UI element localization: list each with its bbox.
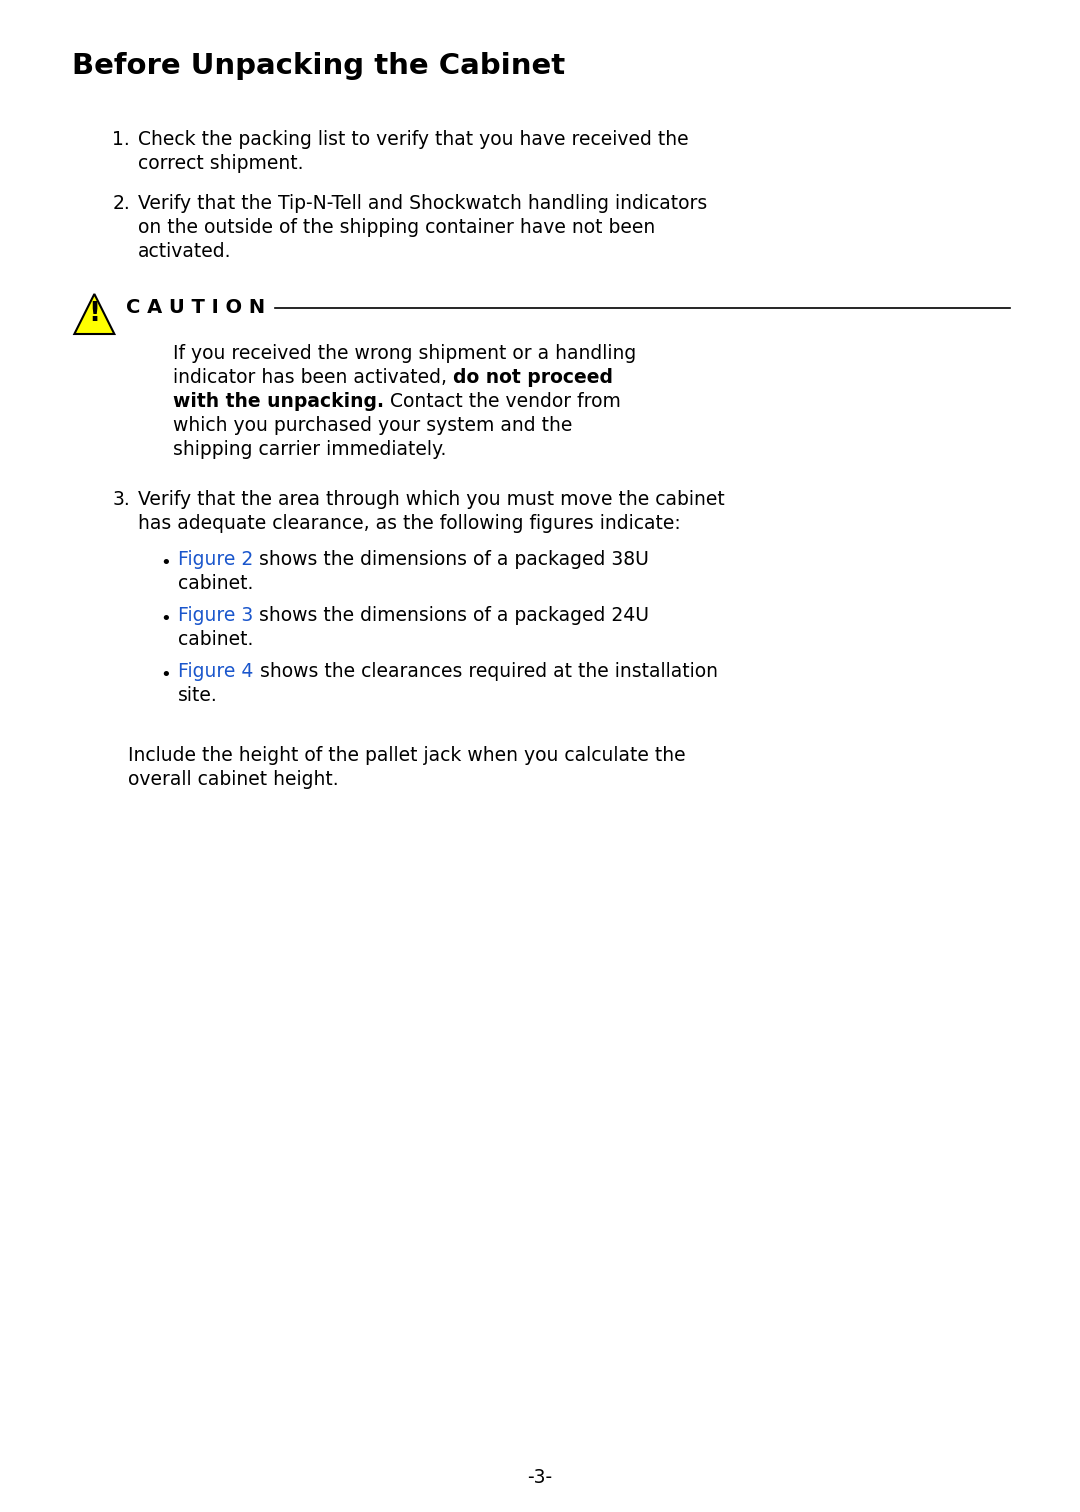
Text: with the unpacking.: with the unpacking.	[173, 392, 383, 411]
Text: 1.: 1.	[112, 130, 130, 150]
Text: Before Unpacking the Cabinet: Before Unpacking the Cabinet	[72, 51, 566, 80]
Text: shipping carrier immediately.: shipping carrier immediately.	[173, 440, 446, 460]
Polygon shape	[75, 293, 114, 334]
Text: 2.: 2.	[112, 194, 130, 213]
Text: indicator has been activated,: indicator has been activated,	[173, 367, 453, 387]
Text: shows the dimensions of a packaged 38U: shows the dimensions of a packaged 38U	[254, 550, 649, 569]
Text: overall cabinet height.: overall cabinet height.	[129, 770, 339, 789]
Text: Figure 4: Figure 4	[178, 662, 254, 680]
Text: shows the dimensions of a packaged 24U: shows the dimensions of a packaged 24U	[254, 606, 649, 624]
Text: which you purchased your system and the: which you purchased your system and the	[173, 416, 572, 435]
Text: correct shipment.: correct shipment.	[138, 154, 303, 172]
Text: cabinet.: cabinet.	[178, 575, 254, 593]
Text: !: !	[89, 301, 100, 327]
Text: cabinet.: cabinet.	[178, 631, 254, 649]
Text: If you received the wrong shipment or a handling: If you received the wrong shipment or a …	[173, 345, 636, 363]
Text: site.: site.	[178, 686, 218, 705]
Text: •: •	[160, 553, 171, 572]
Text: Figure 3: Figure 3	[178, 606, 254, 624]
Text: has adequate clearance, as the following figures indicate:: has adequate clearance, as the following…	[138, 514, 681, 534]
Text: activated.: activated.	[138, 242, 232, 262]
Text: Check the packing list to verify that you have received the: Check the packing list to verify that yo…	[138, 130, 689, 150]
Text: Figure 2: Figure 2	[178, 550, 254, 569]
Text: •: •	[160, 609, 171, 627]
Text: 3.: 3.	[112, 490, 130, 510]
Text: Verify that the area through which you must move the cabinet: Verify that the area through which you m…	[138, 490, 725, 510]
Text: shows the clearances required at the installation: shows the clearances required at the ins…	[254, 662, 717, 680]
Text: do not proceed: do not proceed	[453, 367, 612, 387]
Text: Verify that the Tip-N-Tell and Shockwatch handling indicators: Verify that the Tip-N-Tell and Shockwatc…	[138, 194, 707, 213]
Text: Include the height of the pallet jack when you calculate the: Include the height of the pallet jack wh…	[129, 745, 686, 765]
Text: C A U T I O N: C A U T I O N	[126, 298, 266, 318]
Text: •: •	[160, 665, 171, 683]
Text: -3-: -3-	[527, 1468, 553, 1486]
Text: on the outside of the shipping container have not been: on the outside of the shipping container…	[138, 218, 656, 237]
Text: Contact the vendor from: Contact the vendor from	[383, 392, 621, 411]
